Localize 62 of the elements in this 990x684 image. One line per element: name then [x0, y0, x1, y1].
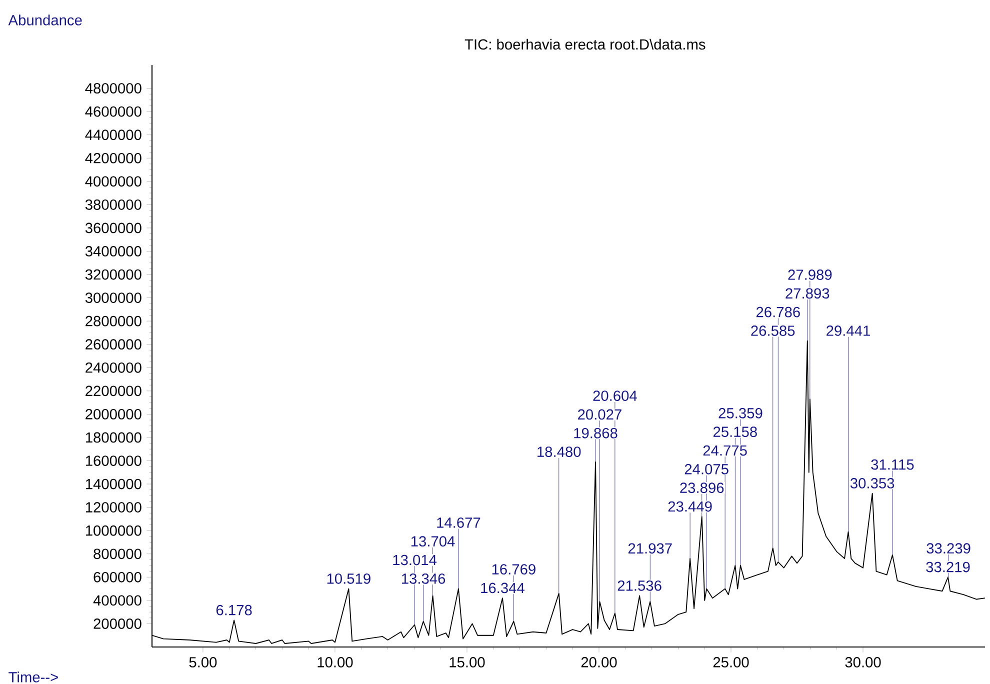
x-axis-title: Time--> — [8, 672, 58, 682]
x-tick-label: 10.00 — [318, 657, 353, 668]
annotation: 13.346 — [402, 573, 446, 584]
annotation: 10.519 — [327, 573, 370, 584]
annotation: 24.075 — [684, 464, 728, 474]
y-tick-label: 4600000 — [85, 106, 142, 117]
annotation: 13.014 — [393, 554, 437, 566]
annotation: 6.178 — [216, 604, 252, 616]
annotation: 29.441 — [826, 326, 870, 336]
y-tick-label: 2600000 — [86, 339, 142, 350]
y-tick-label: 1000000 — [86, 525, 142, 536]
y-tick-label: 1600000 — [86, 456, 142, 466]
annotation: 19.868 — [574, 428, 618, 438]
x-tick-label: 25.00 — [713, 657, 749, 668]
y-tick-label: 1400000 — [86, 478, 142, 490]
y-tick-label: 3000000 — [85, 292, 142, 303]
y-tick-label: 2800000 — [86, 316, 142, 326]
annotation: 23.896 — [680, 482, 724, 494]
annotation: 21.536 — [618, 580, 662, 591]
y-tick-label: 3400000 — [85, 246, 142, 256]
annotation: 27.989 — [788, 270, 832, 280]
annotation: 27.893 — [786, 288, 830, 299]
annotation: 21.937 — [628, 543, 672, 554]
annotation: 30.353 — [850, 478, 894, 488]
y-tick-label: 1800000 — [86, 432, 142, 443]
annotation: 33.219 — [926, 562, 970, 572]
y-tick-label: 2200000 — [86, 386, 142, 396]
annotation: 20.027 — [578, 409, 622, 420]
x-tick-label: 5.00 — [189, 657, 217, 668]
y-tick-label: 3600000 — [85, 222, 142, 234]
x-tick-label: 30.00 — [845, 657, 881, 668]
annotation: 14.677 — [437, 517, 480, 528]
annotation: 26.786 — [756, 306, 800, 318]
annotation: 31.115 — [871, 459, 914, 470]
y-tick-label: 3800000 — [85, 199, 142, 210]
x-tick-label: 15.00 — [450, 657, 485, 668]
y-tick-label: 200000 — [94, 618, 142, 629]
y-tick-label: 4400000 — [85, 130, 142, 140]
annotation: 23.449 — [668, 501, 712, 512]
y-tick-label: 800000 — [94, 548, 142, 560]
annotation: 25.359 — [718, 408, 762, 418]
y-tick-label: 4000000 — [85, 176, 142, 187]
annotation: 33.239 — [926, 543, 970, 554]
chart-title: TIC: boerhavia erecta root.D\data.ms — [464, 38, 706, 50]
x-tick-label: 20.00 — [581, 657, 617, 668]
y-tick-label: 3200000 — [85, 269, 142, 280]
annotation: 25.158 — [713, 426, 757, 438]
annotation: 16.344 — [481, 582, 524, 594]
y-tick-label: 400000 — [93, 595, 142, 606]
annotation: 24.775 — [703, 445, 747, 456]
y-axis-title: Abundance — [8, 14, 82, 26]
y-tick-label: 4800000 — [85, 83, 142, 94]
annotation: 16.769 — [492, 564, 536, 574]
y-tick-label: 2400000 — [86, 362, 142, 373]
y-tick-label: 1200000 — [86, 502, 142, 513]
y-tick-label: 600000 — [94, 572, 142, 582]
annotation: 13.704 — [411, 536, 455, 547]
y-tick-label: 4200000 — [85, 152, 142, 164]
annotation: 26.585 — [751, 326, 795, 336]
annotation: 20.604 — [593, 390, 637, 401]
y-tick-label: 2000000 — [86, 409, 142, 420]
annotation: 18.480 — [538, 446, 581, 457]
